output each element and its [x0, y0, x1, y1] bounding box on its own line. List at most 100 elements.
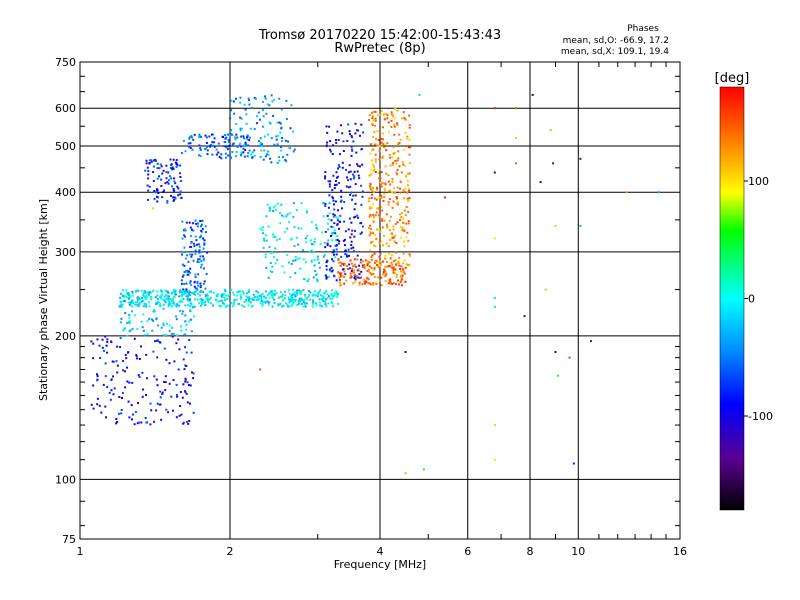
data-point — [360, 148, 363, 151]
data-point — [352, 282, 355, 285]
data-point — [183, 368, 186, 371]
data-point — [274, 204, 277, 207]
data-point — [346, 176, 348, 179]
data-point — [178, 193, 181, 196]
data-point — [138, 376, 141, 378]
data-point — [326, 296, 329, 299]
data-point — [384, 275, 387, 278]
data-point — [289, 276, 292, 279]
data-point — [337, 164, 340, 167]
data-point — [267, 225, 270, 228]
data-point — [293, 300, 296, 303]
data-point — [290, 304, 293, 307]
data-point — [373, 252, 376, 255]
data-point — [323, 241, 326, 244]
data-point — [382, 200, 385, 202]
data-point — [390, 261, 393, 264]
data-point — [227, 138, 230, 141]
data-point — [391, 115, 394, 118]
data-point — [190, 245, 193, 248]
data-point — [372, 110, 375, 113]
data-point — [306, 280, 309, 283]
data-point — [369, 248, 372, 251]
data-point — [147, 177, 150, 180]
data-point — [402, 221, 404, 224]
data-point — [392, 228, 395, 231]
data-point — [303, 298, 306, 301]
data-point — [115, 418, 118, 420]
data-point — [173, 180, 176, 183]
data-point — [273, 143, 276, 146]
data-point — [265, 112, 268, 115]
data-point — [356, 163, 359, 166]
data-point — [119, 304, 122, 307]
data-point — [330, 225, 333, 228]
data-point — [403, 191, 406, 194]
data-point — [185, 289, 188, 292]
data-point — [409, 146, 412, 149]
data-point — [347, 186, 350, 189]
data-point — [354, 183, 357, 186]
data-point — [400, 265, 403, 268]
data-point — [190, 135, 193, 137]
data-point — [197, 284, 200, 287]
data-point — [275, 135, 278, 138]
data-point — [246, 134, 249, 137]
data-point — [159, 390, 162, 393]
data-point — [403, 117, 406, 120]
data-point — [233, 294, 236, 297]
data-point — [398, 141, 401, 144]
data-point — [198, 144, 201, 147]
data-point — [92, 384, 95, 387]
data-point — [345, 254, 348, 257]
data-point — [391, 180, 394, 183]
data-point — [233, 299, 236, 302]
data-point — [220, 295, 223, 298]
data-point — [326, 244, 329, 247]
data-point — [193, 291, 196, 294]
data-point — [248, 139, 251, 142]
data-point — [335, 292, 338, 295]
data-point — [367, 119, 370, 121]
data-point — [326, 293, 329, 295]
data-point — [394, 283, 397, 286]
data-point — [406, 135, 409, 138]
data-point — [279, 302, 282, 305]
data-point — [190, 283, 193, 286]
data-point — [225, 294, 228, 297]
data-point — [333, 292, 336, 295]
data-point — [389, 164, 392, 167]
data-point — [359, 276, 361, 279]
data-point — [262, 115, 265, 118]
data-point — [165, 297, 168, 300]
data-point — [343, 201, 346, 203]
data-point — [323, 253, 326, 256]
data-point — [156, 188, 158, 191]
data-point — [384, 279, 387, 282]
y-tick-label: 75 — [62, 533, 76, 546]
data-point — [335, 176, 338, 179]
data-point — [196, 288, 199, 291]
data-point — [205, 273, 208, 275]
data-point — [402, 163, 405, 166]
data-point — [146, 332, 149, 335]
x-tick-label: 1 — [77, 545, 84, 558]
data-point — [148, 162, 151, 164]
data-point — [378, 182, 381, 185]
data-point — [233, 301, 236, 304]
data-point — [196, 225, 199, 228]
data-point — [348, 267, 351, 270]
data-point — [189, 253, 192, 256]
data-point — [92, 357, 94, 360]
data-point — [191, 253, 194, 256]
data-point — [404, 472, 407, 475]
data-point — [189, 384, 192, 387]
data-point — [379, 264, 382, 267]
data-point — [276, 202, 279, 205]
data-point — [397, 260, 400, 263]
data-point — [192, 229, 195, 232]
data-point — [343, 262, 346, 265]
data-point — [261, 293, 264, 295]
data-point — [277, 134, 280, 137]
data-point — [224, 134, 226, 136]
